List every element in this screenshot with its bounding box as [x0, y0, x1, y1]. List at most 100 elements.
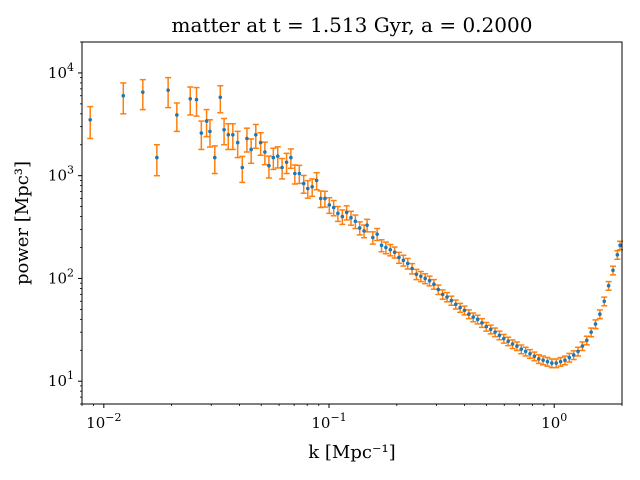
- data-point: [506, 339, 510, 344]
- errorbar: [206, 119, 213, 148]
- plot-area: [87, 76, 624, 369]
- data-point: [267, 163, 271, 168]
- errorbar: [173, 102, 180, 133]
- data-point: [208, 129, 212, 134]
- data-point: [528, 351, 532, 356]
- data-point: [271, 155, 276, 160]
- data-point: [615, 252, 620, 257]
- data-point: [218, 95, 223, 100]
- data-point: [362, 229, 366, 233]
- data-point: [280, 165, 284, 170]
- data-point: [235, 140, 240, 145]
- data-point: [344, 210, 349, 215]
- data-point: [194, 97, 199, 102]
- data-point: [331, 205, 336, 210]
- errorbar: [229, 123, 236, 151]
- data-point: [388, 248, 393, 252]
- data-point: [440, 292, 445, 297]
- data-point: [231, 132, 235, 137]
- data-point: [284, 160, 289, 165]
- axis-ticks: 10−2 10−1 100 101 102 103 104: [48, 41, 623, 432]
- data-point: [554, 361, 559, 365]
- data-point: [449, 298, 454, 303]
- errorbar: [193, 86, 200, 117]
- data-point: [375, 232, 379, 236]
- errorbar: [239, 155, 246, 184]
- data-point: [323, 196, 327, 201]
- data-point: [392, 250, 397, 255]
- data-point: [357, 226, 362, 230]
- data-point: [88, 117, 93, 122]
- data-point: [401, 258, 406, 263]
- data-point: [523, 349, 528, 354]
- data-point: [289, 155, 293, 160]
- data-point: [141, 90, 145, 94]
- data-point: [567, 355, 572, 360]
- errorbar: [234, 130, 241, 159]
- data-point: [249, 147, 253, 152]
- data-point: [427, 278, 432, 283]
- data-point: [297, 171, 302, 176]
- data-point: [353, 219, 358, 224]
- data-point: [318, 196, 323, 201]
- data-point: [458, 305, 462, 310]
- errorbar: [120, 82, 127, 115]
- y-tick-label: 102: [48, 266, 74, 287]
- data-point: [245, 136, 249, 141]
- data-point: [327, 203, 332, 207]
- x-axis-label: k [Mpc⁻¹]: [308, 442, 395, 463]
- data-point: [580, 344, 585, 348]
- data-point: [222, 127, 226, 132]
- x-tick-label: 10−2: [86, 411, 121, 432]
- data-point: [253, 132, 258, 137]
- data-point: [453, 302, 458, 307]
- data-point: [336, 211, 340, 216]
- data-point: [275, 154, 280, 158]
- data-point: [397, 255, 401, 260]
- data-point: [584, 338, 589, 343]
- data-point: [263, 150, 267, 154]
- axes-frame: [81, 41, 623, 405]
- data-point: [606, 283, 611, 288]
- errorbar: [165, 76, 172, 109]
- data-point: [166, 88, 170, 92]
- data-point: [379, 243, 384, 248]
- data-point: [484, 324, 489, 329]
- data-point: [405, 261, 410, 266]
- data-point: [502, 336, 506, 341]
- data-point: [475, 317, 480, 322]
- data-point: [349, 215, 353, 220]
- data-point: [340, 214, 345, 219]
- errorbar: [187, 86, 194, 116]
- data-point: [589, 330, 593, 334]
- data-point: [571, 353, 576, 357]
- data-point: [293, 171, 297, 176]
- data-point: [576, 349, 580, 354]
- data-point: [306, 186, 310, 191]
- data-point: [536, 357, 541, 361]
- y-axis-label: power [Mpc³]: [12, 161, 33, 285]
- data-point: [175, 113, 179, 117]
- data-point: [593, 322, 598, 326]
- errorbar: [87, 105, 94, 140]
- data-point-group: [88, 88, 622, 365]
- data-point: [155, 155, 159, 160]
- data-point: [515, 344, 519, 348]
- data-point: [462, 308, 467, 313]
- y-tick-label: 101: [48, 369, 74, 390]
- data-point: [480, 321, 484, 325]
- data-point: [212, 155, 217, 160]
- data-point: [384, 245, 388, 250]
- data-point: [423, 276, 427, 281]
- data-point: [310, 184, 314, 189]
- data-point: [602, 299, 607, 304]
- data-point: [240, 165, 245, 170]
- data-point: [532, 354, 537, 359]
- data-point: [488, 327, 493, 332]
- errorbar: [139, 78, 146, 111]
- data-point: [541, 358, 545, 363]
- data-point: [419, 274, 423, 279]
- data-point: [563, 358, 567, 363]
